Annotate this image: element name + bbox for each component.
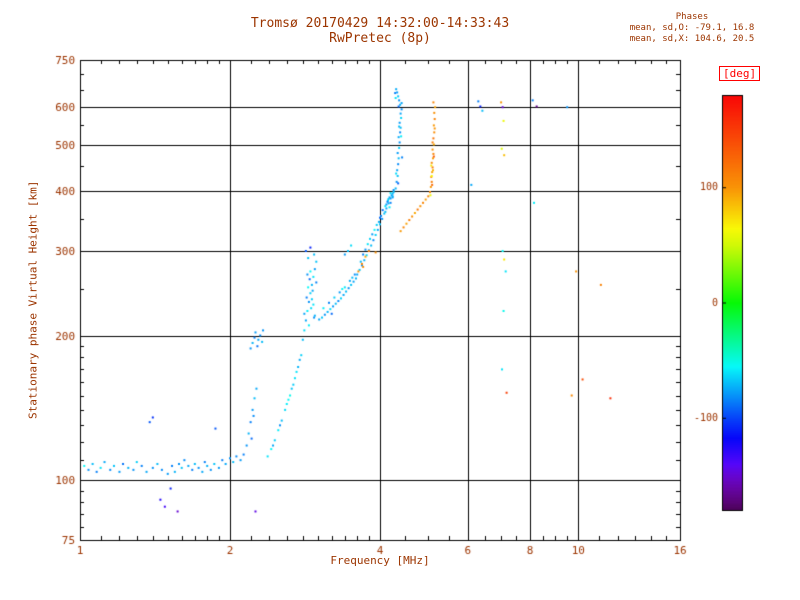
y-axis-label: Stationary phase Virtual Height [km] (26, 180, 40, 420)
phase-stats-header: Phases (675, 12, 709, 22)
plot-title-line1: Tromsø 20170429 14:32:00-14:33:43 (250, 16, 510, 31)
phase-stats-x-mode: mean, sd,X: 104.6, 20.5 (629, 34, 755, 44)
x-axis-label: Frequency [MHz] (330, 554, 430, 567)
plot-title-line2: RwPretec (8p) (329, 31, 431, 46)
phase-stats-o-mode: mean, sd,O: -79.1, 16.8 (629, 23, 755, 33)
colorbar-units-label: [deg] (719, 66, 761, 81)
phase-stats-block: Phases mean, sd,O: -79.1, 16.8 mean, sd,… (592, 12, 792, 45)
